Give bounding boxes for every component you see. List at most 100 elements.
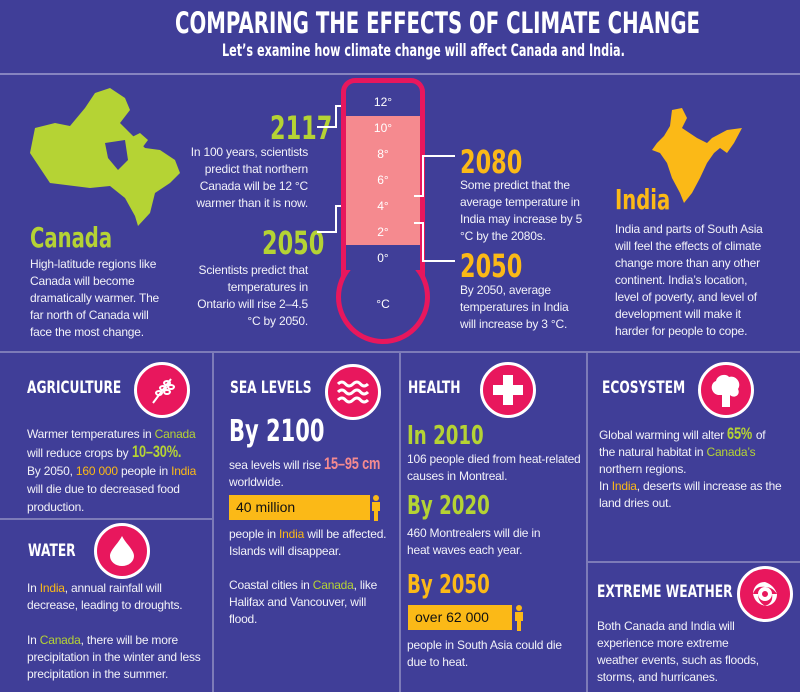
thermometer-label: 6° (377, 173, 389, 187)
canada-heading: Canada (30, 221, 113, 254)
canada-fact-year-2117: 2117 (270, 109, 333, 147)
health-year-2020: By 2020 (407, 491, 490, 521)
agriculture-title: AGRICULTURE (27, 378, 122, 398)
ecosystem-text: Global warming will alter 65% of the nat… (599, 425, 784, 512)
canada-highlight: Canada’s (706, 445, 756, 459)
connector-line (422, 260, 455, 262)
text: In (27, 581, 40, 595)
connector-line (422, 222, 424, 262)
water-title: WATER (28, 541, 76, 561)
sea-levels-title: SEA LEVELS (230, 378, 312, 398)
hurricane-icon (737, 566, 793, 622)
india-description: India and parts of South Asia will feel … (615, 222, 763, 338)
page-title: COMPARING THE EFFECTS OF CLIMATE CHANGE (175, 6, 701, 40)
crop-reduction-value: 10–30%. (131, 442, 181, 461)
india-fact-2080-text: Some predict that the average temperatur… (460, 178, 583, 243)
connector-line (317, 231, 337, 233)
text: , like Halifax and Vancouver, will flood… (229, 578, 378, 626)
text: will be affected. Islands will disappear… (229, 527, 387, 558)
affected-people-bar: 40 million (229, 495, 370, 520)
connector-line (423, 155, 455, 157)
thermometer-label: 12° (373, 95, 393, 109)
canada-fact-2117-text: In 100 years, scientists predict that no… (190, 145, 308, 210)
thermometer-label: 4° (377, 199, 389, 213)
sea-rise-range: 15–95 cm (324, 454, 381, 473)
section-divider (212, 352, 214, 692)
health-year-2010: In 2010 (407, 421, 484, 451)
india-fact-2050-text: By 2050, average temperatures in India w… (460, 283, 569, 331)
connector-line (422, 155, 424, 197)
habitat-percent: 65% (727, 424, 753, 443)
text: of the natural habitat in (599, 428, 766, 459)
canada-highlight: Canada (39, 633, 81, 647)
text: , annual rainfall will decrease, leading… (27, 581, 183, 612)
sea-rise-text: sea levels will rise 15–95 cm worldwide. (229, 455, 399, 491)
water-text-india: In India, annual rainfall will decrease,… (27, 580, 207, 614)
text: By 2050, (27, 464, 76, 478)
connector-line (414, 195, 424, 197)
person-icon (372, 495, 380, 521)
section-divider (586, 352, 588, 692)
waves-icon (325, 364, 381, 420)
section-divider (587, 561, 800, 563)
connector-line (414, 222, 424, 224)
sea-coastal-text: Coastal cities in Canada, like Halifax a… (229, 577, 379, 628)
ecosystem-title: ECOSYSTEM (602, 378, 686, 398)
agriculture-text: Warmer temperatures in Canada will reduc… (27, 425, 212, 516)
person-icon (515, 605, 523, 631)
section-divider (0, 518, 213, 520)
india-highlight: India (611, 479, 637, 493)
text: people in (117, 464, 172, 478)
canada-highlight: Canada (312, 578, 354, 592)
india-highlight: India (279, 527, 305, 541)
sea-affected-text: people in India will be affected. Island… (229, 526, 399, 560)
text: Global warming will alter (599, 428, 728, 442)
wheat-icon (134, 362, 190, 418)
india-highlight: India (171, 464, 197, 478)
health-2010-text: 106 people died from heat-related causes… (407, 452, 581, 483)
text: northern regions. (599, 462, 687, 476)
india-heading: India (615, 183, 671, 216)
text: sea levels will rise (229, 458, 325, 472)
thermometer-label: 0° (377, 251, 389, 265)
section-divider (399, 352, 401, 692)
health-title: HEALTH (408, 378, 461, 398)
canada-description: High-latitude regions like Canada will b… (30, 257, 160, 339)
tree-icon (698, 362, 754, 418)
india-fact-year-2080: 2080 (460, 143, 523, 181)
canada-fact-year-2050: 2050 (262, 224, 325, 262)
text: will reduce crops by (27, 446, 132, 460)
page-subtitle: Let’s examine how climate change will af… (222, 41, 625, 61)
canada-map (30, 88, 180, 226)
connector-line (335, 205, 337, 233)
text: , deserts will increase as the land drie… (599, 479, 782, 510)
water-text-canada: In Canada, there will be more precipitat… (27, 632, 207, 683)
text: , there will be more precipitation in th… (27, 633, 201, 681)
text: will die due to decreased food productio… (27, 482, 180, 514)
thermometer-fill (346, 116, 420, 245)
extreme-weather-title: EXTREME WEATHER (597, 582, 733, 602)
connector-line (335, 105, 337, 128)
extreme-weather-text: Both Canada and India will experience mo… (597, 619, 759, 684)
health-2050-text: people in South Asia could die due to he… (407, 638, 562, 669)
text: In (599, 479, 612, 493)
canada-fact-2050-text: Scientists predict that temperatures in … (197, 263, 308, 328)
thermometer-label: 10° (373, 121, 393, 135)
india-map (652, 108, 742, 203)
water-drop-icon (94, 523, 150, 579)
medical-cross-icon (480, 362, 536, 418)
text: people in (229, 527, 280, 541)
connector-line (317, 126, 337, 128)
india-highlight: India (39, 581, 65, 595)
thermometer-unit: °C (376, 297, 390, 311)
canada-highlight: Canada (154, 427, 196, 441)
deaths-value: 160 000 (75, 464, 118, 478)
thermometer-neck (346, 240, 420, 270)
text: Coastal cities in (229, 578, 313, 592)
text: In (27, 633, 40, 647)
india-fact-year-2050: 2050 (460, 247, 523, 285)
health-2020-text: 460 Montrealers will die in heat waves e… (407, 526, 541, 557)
header-divider (0, 73, 800, 75)
heat-deaths-bar: over 62 000 (408, 605, 512, 630)
thermometer-label: 2° (377, 225, 389, 239)
